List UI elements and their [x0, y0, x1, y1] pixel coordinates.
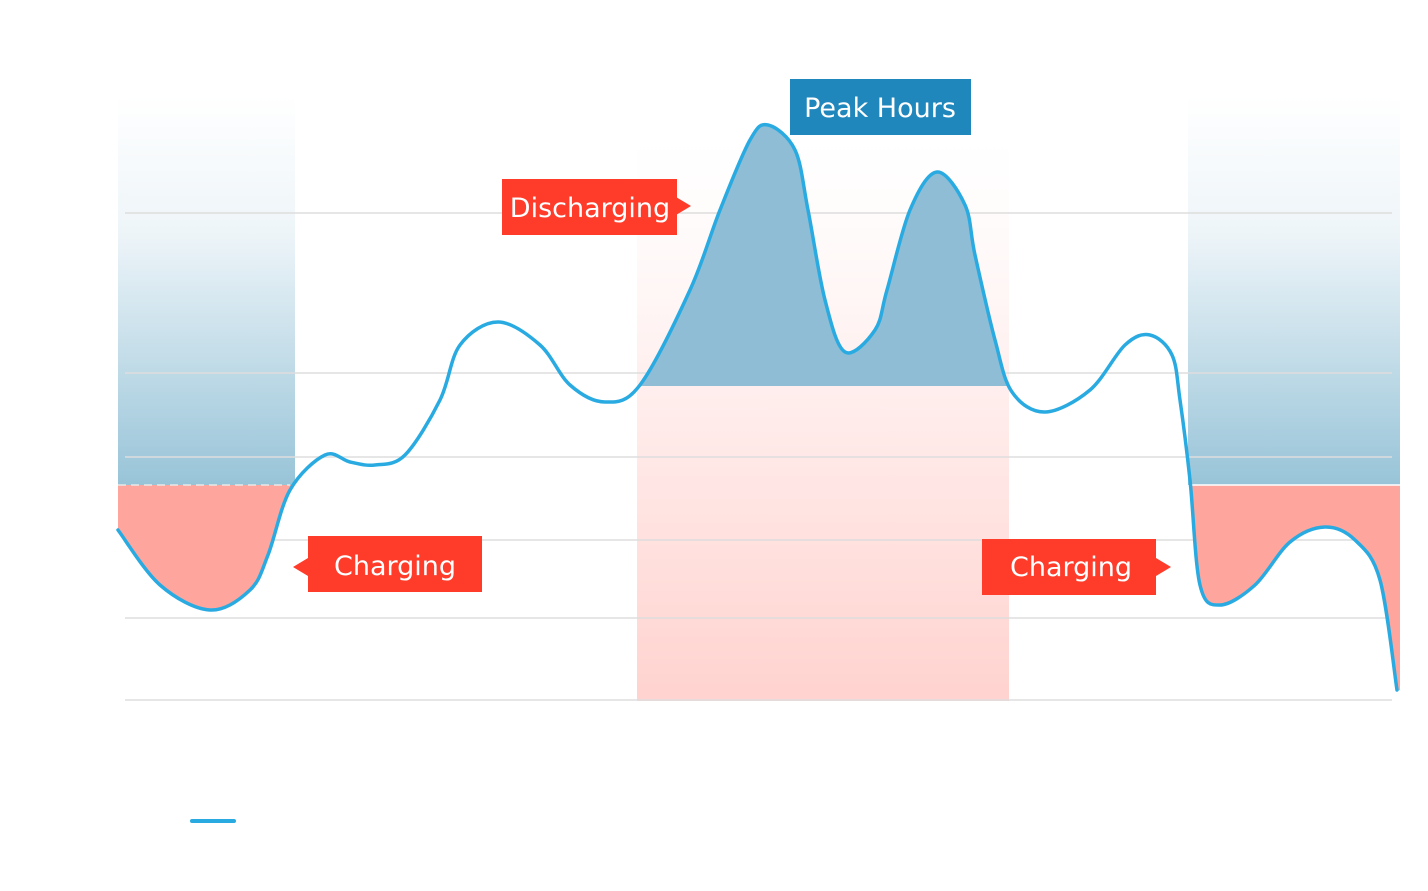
load-curve: [116, 122, 1399, 692]
charging-text-right: Charging: [1010, 552, 1132, 583]
discharging-text: Discharging: [510, 193, 670, 224]
charging-callout-left: Charging: [293, 536, 482, 592]
peak-hours-text: Peak Hours: [804, 93, 956, 124]
charging-area-left: [118, 485, 293, 611]
discharging-area: [639, 124, 1009, 386]
callout-arrow-right-icon: [676, 197, 691, 215]
off-peak-zone-right: [1188, 95, 1400, 485]
peak-hours-label: Peak Hours: [790, 79, 971, 135]
discharging-callout: Discharging: [502, 179, 691, 235]
charging-callout-right: Charging: [982, 539, 1171, 595]
charging-text-left: Charging: [334, 551, 456, 582]
callout-arrow-left-icon: [293, 558, 308, 576]
callout-arrow-right-icon: [1156, 558, 1171, 576]
off-peak-zone-left: [118, 95, 295, 485]
charging-area-right: [1190, 485, 1400, 690]
